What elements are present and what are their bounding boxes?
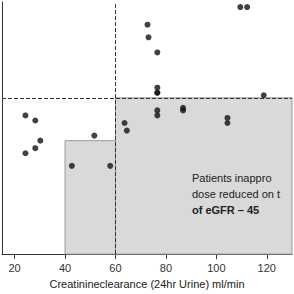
svg-text:80: 80 (160, 262, 172, 274)
svg-text:20: 20 (8, 262, 20, 274)
svg-text:120: 120 (258, 262, 276, 274)
svg-text:of eGFR – 45: of eGFR – 45 (192, 204, 259, 216)
svg-text:Creatinineclearance (24hr Urin: Creatinineclearance (24hr Urine) ml/min (49, 278, 244, 290)
svg-text:60: 60 (109, 262, 121, 274)
svg-text:dose reduced on t: dose reduced on t (192, 188, 280, 200)
svg-text:40: 40 (59, 262, 71, 274)
svg-text:Patients inappro: Patients inappro (192, 172, 272, 184)
svg-text:100: 100 (207, 262, 225, 274)
